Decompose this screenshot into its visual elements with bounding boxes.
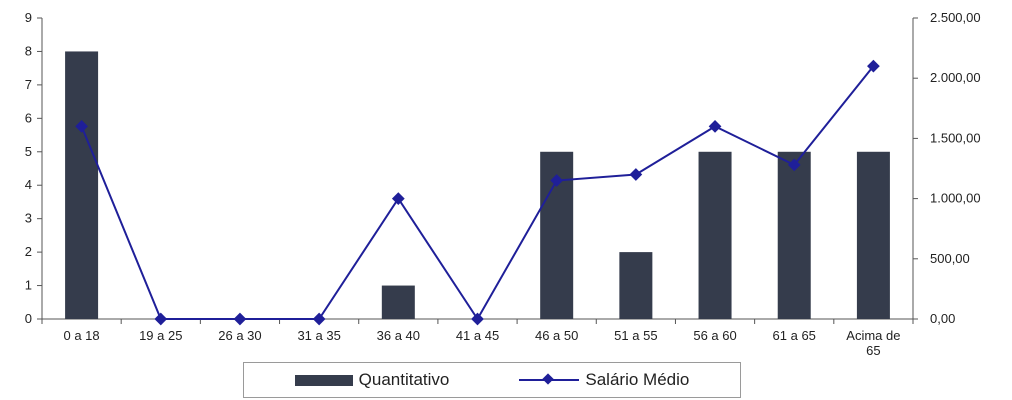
y-right-tick-label: 1.500,00 xyxy=(930,130,981,145)
x-tick-label: 61 a 65 xyxy=(773,328,816,343)
legend-item-bar: Quantitativo xyxy=(294,370,450,390)
legend-item-line: Salário Médio xyxy=(519,370,689,390)
y-right-tick-label: 1.000,00 xyxy=(930,191,981,206)
y-left-tick-label: 1 xyxy=(25,278,32,293)
y-left-tick-label: 7 xyxy=(25,77,32,92)
y-left-tick-label: 8 xyxy=(25,43,32,58)
line-point xyxy=(708,119,722,133)
y-left-tick-label: 3 xyxy=(25,211,32,226)
y-left-tick-label: 0 xyxy=(25,311,32,326)
legend: Quantitativo Salário Médio xyxy=(243,362,741,398)
x-tick-label: 51 a 55 xyxy=(614,328,657,343)
line-point xyxy=(154,312,168,326)
y-right-tick-label: 500,00 xyxy=(930,251,970,266)
x-tick-label: 46 a 50 xyxy=(535,328,578,343)
x-tick-label: 19 a 25 xyxy=(139,328,182,343)
y-left-tick-label: 5 xyxy=(25,144,32,159)
y-right-tick-labels: 0,00 500,00 1.000,00 1.500,00 2.000,00 2.500,… xyxy=(930,10,981,326)
y-left-tick-label: 2 xyxy=(25,244,32,259)
y-right-tick-label: 2.500,00 xyxy=(930,10,981,25)
legend-label-line: Salário Médio xyxy=(585,370,690,389)
line-series-salario-medio xyxy=(75,59,880,326)
x-tick-label: 56 a 60 xyxy=(693,328,736,343)
x-tick-label: 36 a 40 xyxy=(377,328,420,343)
y-right-tick-label: 2.000,00 xyxy=(930,70,981,85)
line-point xyxy=(629,168,643,181)
x-tick-labels: 0 a 18 19 a 25 26 a 30 31 a 35 36 a 40 41 a 4… xyxy=(64,328,901,358)
y-right-tick-label: 0,00 xyxy=(930,311,955,326)
bar xyxy=(381,285,415,319)
x-tick-label: Acima de 65 xyxy=(846,328,900,358)
y-left-tick-labels: 0 1 2 3 4 5 6 7 8 9 xyxy=(25,10,32,326)
bar xyxy=(698,151,732,319)
line-point xyxy=(233,312,247,326)
bar xyxy=(65,51,99,319)
x-tick-label: 31 a 35 xyxy=(297,328,340,343)
x-tick-label: 26 a 30 xyxy=(218,328,261,343)
y-left-tick-label: 4 xyxy=(25,177,32,192)
line-marker-icon xyxy=(519,373,580,387)
combo-chart: 0 a 18 19 a 25 26 a 30 31 a 35 36 a 40 41 a 4… xyxy=(25,10,981,358)
y-left-tick-label: 6 xyxy=(25,110,32,125)
line-point xyxy=(391,192,405,205)
bar xyxy=(619,252,653,319)
bar xyxy=(777,151,811,319)
legend-label-bar: Quantitativo xyxy=(358,370,450,389)
salary-line xyxy=(80,65,875,321)
x-tick-label: 0 a 18 xyxy=(64,328,100,343)
y-left-tick-label: 9 xyxy=(25,10,32,25)
x-tick-label: 41 a 45 xyxy=(456,328,499,343)
bar-series-quantitativo xyxy=(65,51,890,319)
bar xyxy=(856,151,890,319)
bar-swatch-icon xyxy=(294,374,353,386)
line-point xyxy=(312,312,326,326)
line-point xyxy=(471,312,484,326)
